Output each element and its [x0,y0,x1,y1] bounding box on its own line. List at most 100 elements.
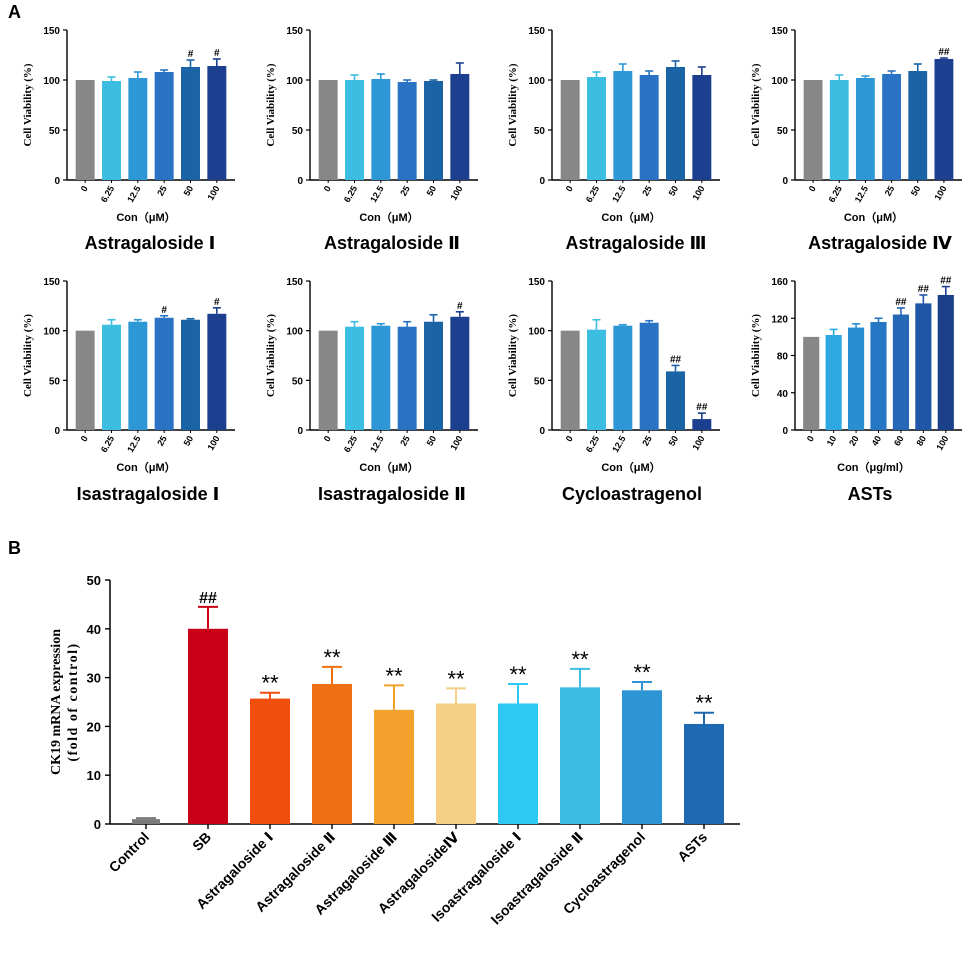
significance-label: ## [938,47,950,58]
bar [450,316,470,430]
chart-title: ASTs [848,484,893,504]
x-tick-label: 100 [448,184,464,202]
significance-label: ** [633,660,651,685]
x-tick-label: 12.5 [610,184,627,204]
y-tick-label: 10 [87,768,101,783]
bar [915,303,932,430]
y-tick-label: 150 [43,26,60,37]
y-tick-label: 50 [87,573,101,588]
x-tick-label: 25 [398,434,412,448]
bar [318,80,338,180]
y-tick-label: 100 [286,327,303,338]
y-tick-label: 0 [54,176,60,187]
chart-2: 0 50 100 150 Cell Viability (%) 0 6.25 12.5 25 50… [507,26,720,253]
y-tick-label: 0 [539,426,545,437]
bar [560,330,580,430]
chart-title: Astragaloside Ⅱ [324,233,460,253]
x-tick-label: 0 [807,184,818,193]
x-tick-label: 50 [182,434,196,448]
bar [371,325,391,430]
chart-title: Astragaloside Ⅰ [85,233,216,253]
x-tick-label: 12.5 [368,434,385,454]
x-tick-label: 6.25 [827,184,844,204]
x-tick-label: 6.25 [342,434,359,454]
significance-label: ## [940,276,952,287]
x-tick-label: 0 [564,434,575,443]
x-tick-label: 12.5 [610,434,627,454]
y-tick-label: 20 [87,719,101,734]
chart-6: 0 50 100 150 Cell Viability (%) 0 6.25 12.5 25 ##… [507,277,720,504]
y-tick-label: 50 [534,126,546,137]
x-tick-label: 40 [870,434,884,448]
bar [374,709,414,824]
bar [371,79,391,180]
chart-0: 0 50 100 150 Cell Viability (%) 0 6.25 12.5 25 #5… [22,26,235,253]
bar [803,80,823,180]
y-tick-label: 100 [528,327,545,338]
significance-label: ## [199,590,217,607]
bar [154,317,174,430]
bar [825,335,842,430]
x-tick-label: 80 [914,434,928,448]
x-axis-label: Con（μM） [844,211,903,224]
y-tick-label: 50 [292,126,304,137]
bar [207,313,227,430]
bar [882,74,902,180]
x-tick-label: 6.25 [342,184,359,204]
y-axis-label: Cell Viability (%) [507,314,519,397]
significance-label: ## [895,297,907,308]
bar [803,336,820,430]
y-tick-label: 100 [43,76,60,87]
significance-label: ** [447,666,465,691]
y-tick-label: 40 [777,389,789,400]
y-axis-label: Cell Viability (%) [22,314,34,397]
chart-title: Astragaloside Ⅲ [565,233,706,253]
panel-a-label: A [8,2,21,22]
x-tick-label: Control [106,829,153,876]
chart-4: 0 50 100 150 Cell Viability (%) 0 6.25 12.5 #25 5… [22,277,235,504]
chart-title: Isastragaloside Ⅰ [77,484,220,504]
bar [587,77,606,180]
bar [250,698,290,824]
x-tick-label: 50 [182,184,196,198]
y-tick-label: 150 [528,26,545,37]
y-axis-label: CK19 mRNA expression [49,629,64,775]
significance-label: # [188,49,194,60]
panel-b-label: B [8,538,21,558]
y-tick-label: 150 [286,26,303,37]
bar [436,703,476,824]
x-axis-label: Con（μM） [116,461,175,474]
y-axis-label: Cell Viability (%) [750,63,762,146]
x-tick-label: 50 [667,184,681,198]
significance-label: # [214,297,220,308]
bar [188,628,228,824]
x-tick-label: 12.5 [853,184,870,204]
bar [397,326,417,430]
chart-title: Astragaloside Ⅳ [808,233,952,253]
y-tick-label: 30 [87,671,101,686]
bar [312,683,352,824]
x-tick-label: ASTs [674,829,710,865]
bar [639,75,659,180]
bar [560,80,580,180]
y-axis-label: Cell Viability (%) [22,63,34,146]
bar [181,319,200,430]
y-tick-label: 150 [771,26,788,37]
x-tick-label: 0 [79,434,90,443]
bar [666,371,685,430]
bar [892,314,910,430]
significance-label: ** [323,645,341,670]
y-axis-label: Cell Viability (%) [507,63,519,146]
x-tick-label: 0 [805,434,816,443]
y-axis-label: Cell Viability (%) [265,314,277,397]
x-tick-label: 50 [425,434,439,448]
x-tick-label: 12.5 [125,434,142,454]
significance-label: ** [261,671,279,696]
y-tick-label: 0 [539,176,545,187]
x-tick-label: 25 [155,434,169,448]
x-tick-label: 6.25 [584,184,601,204]
bar [639,322,659,430]
x-tick-label: 12.5 [368,184,385,204]
y-tick-label: 50 [777,126,789,137]
